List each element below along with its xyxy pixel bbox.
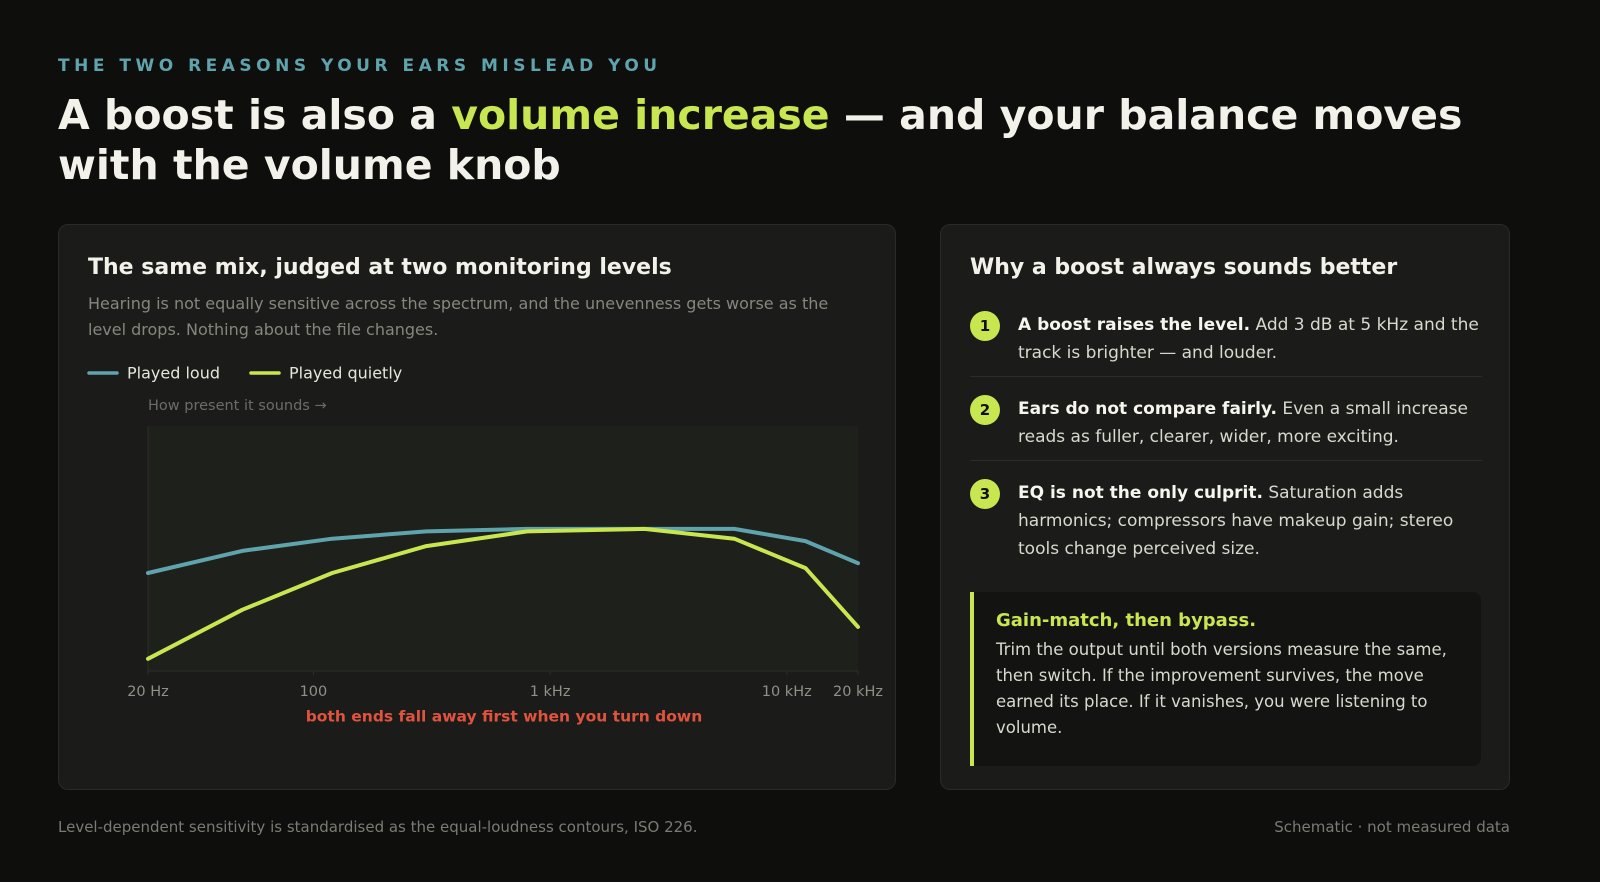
item-number: 3 xyxy=(970,479,1000,509)
reason-item: 1 A boost raises the level. Add 3 dB at 5… xyxy=(970,311,1482,367)
card-title: The same mix, judged at two monitoring l… xyxy=(88,255,672,280)
annotation: both ends fall away first when you turn … xyxy=(306,708,703,726)
headline: A boost is also a volume increase — and … xyxy=(58,90,1498,190)
eyebrow: THE TWO REASONS YOUR EARS MISLEAD YOU xyxy=(58,56,662,76)
chart: Played loud Played quietly How present it … xyxy=(87,364,883,726)
footer-note: Schematic · not measured data xyxy=(1274,818,1510,836)
legend-label: Played quietly xyxy=(289,364,402,383)
headline-text: — and your balance moves with the volume… xyxy=(58,91,1463,189)
item-lead: A boost raises the level. xyxy=(1018,315,1251,335)
x-tick-label: 20 Hz xyxy=(127,684,169,700)
reason-item: 3 EQ is not the only culprit. Saturation … xyxy=(970,479,1482,563)
separator xyxy=(970,376,1482,377)
series-line xyxy=(146,526,860,575)
x-tick-label: 1 kHz xyxy=(530,684,571,700)
footer-note: Level-dependent sensitivity is standardi… xyxy=(58,818,698,836)
item-lead: EQ is not the only culprit. xyxy=(1018,483,1263,503)
separator xyxy=(970,460,1482,461)
item-lead: Ears do not compare fairly. xyxy=(1018,399,1277,419)
card-title: Why a boost always sounds better xyxy=(970,255,1398,280)
x-tick-label: 10 kHz xyxy=(762,684,812,700)
legend-label: Played loud xyxy=(127,364,220,383)
item-text: Add 3 dB at 5 kHz and the track is brigh… xyxy=(1018,315,1479,363)
info-card: Why a boost always sounds better 1 A boos… xyxy=(940,224,1510,790)
x-tick-label: 100 xyxy=(300,684,328,700)
item-text: Even a small increase reads as fuller, c… xyxy=(1018,399,1468,447)
item-number: 1 xyxy=(970,311,1000,341)
callout: Gain-match, then bypass. Trim the output… xyxy=(970,592,1481,766)
item-number: 2 xyxy=(970,395,1000,425)
x-tick-label: 20 kHz xyxy=(833,684,883,700)
reason-item: 2 Ears do not compare fairly. Even a smal… xyxy=(970,395,1482,451)
headline-text: A boost is also a xyxy=(58,91,437,139)
item-text: Saturation adds harmonics; compressors h… xyxy=(1018,483,1454,559)
series-line xyxy=(146,526,860,661)
headline-highlight: volume increase xyxy=(451,91,830,139)
y-axis-label: How present it sounds → xyxy=(148,398,327,414)
card-description: Hearing is not equally sensitive across … xyxy=(88,294,829,339)
chart-card: The same mix, judged at two monitoring l… xyxy=(58,224,896,790)
callout-body: Trim the output until both versions meas… xyxy=(996,640,1447,737)
callout-title: Gain-match, then bypass. xyxy=(996,610,1257,631)
